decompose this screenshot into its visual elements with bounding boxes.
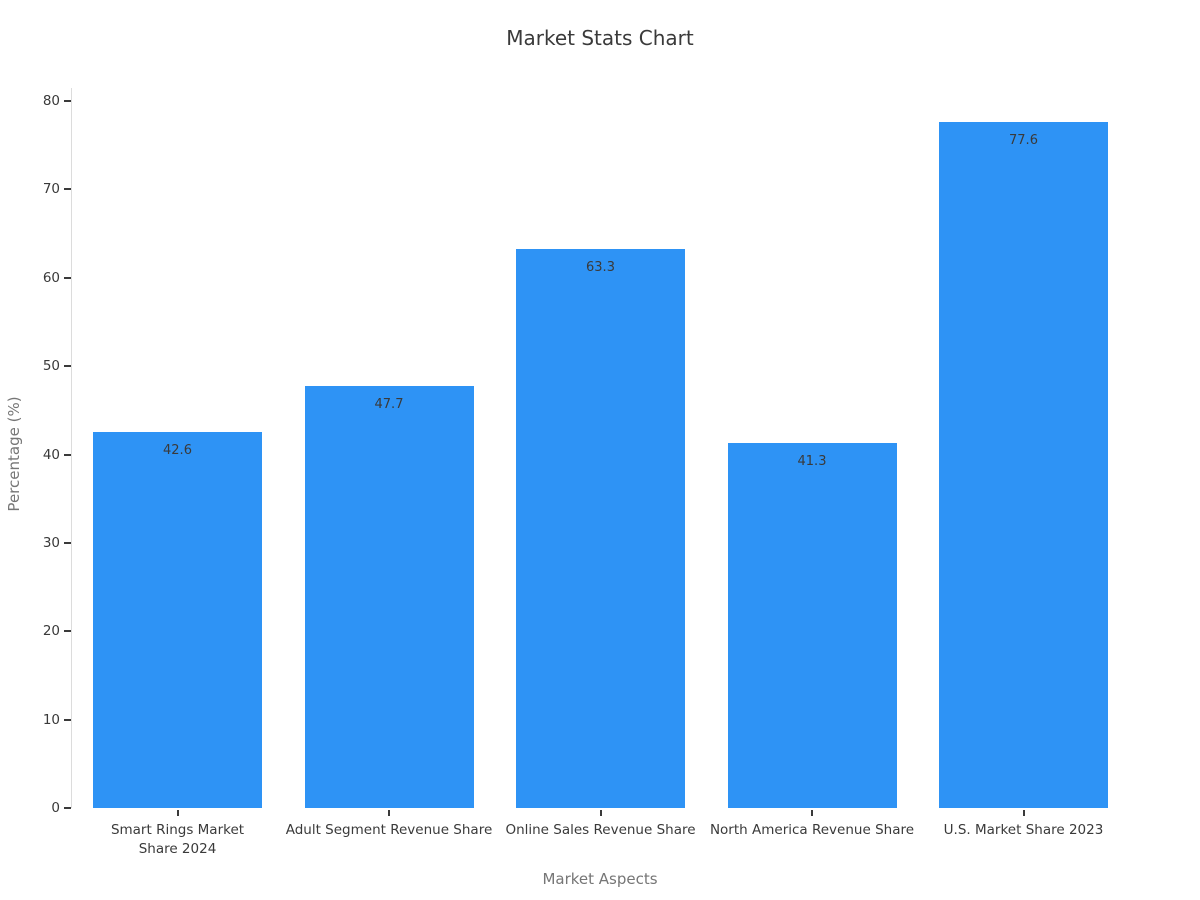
y-tick-label: 10 (42, 711, 60, 728)
y-tick-label: 50 (42, 358, 60, 375)
y-tick-label: 70 (42, 181, 60, 198)
bar[interactable] (304, 386, 474, 808)
x-tick-mark (811, 810, 813, 816)
x-tick-mark (1022, 810, 1025, 816)
y-tick-label: 60 (42, 269, 60, 286)
x-tick-label: U.S. Market Share 2023 (943, 822, 1104, 838)
y-tick-mark (64, 453, 71, 456)
x-tick-label: North America Revenue Share (709, 822, 915, 838)
bar[interactable] (939, 122, 1108, 808)
y-tick-mark (64, 541, 71, 544)
y-tick-mark (64, 276, 71, 279)
bar-value-label: 47.7 (374, 397, 404, 413)
y-tick-mark (64, 807, 71, 809)
x-tick-label: Online Sales Revenue Share (505, 822, 696, 838)
bar[interactable] (727, 443, 897, 808)
y-tick-mark (64, 100, 71, 102)
y-tick-label: 0 (51, 800, 60, 816)
y-tick-mark (64, 188, 71, 191)
x-tick-label: Adult Segment Revenue Share (285, 822, 493, 838)
bar-value-label: 41.3 (797, 454, 827, 469)
y-tick-label: 30 (42, 534, 60, 551)
bar-value-label: 42.6 (163, 442, 192, 458)
bar-value-label: 63.3 (586, 259, 615, 275)
bar-value-label: 77.6 (1009, 133, 1038, 149)
y-tick-label: 40 (42, 446, 60, 463)
bar[interactable] (516, 248, 685, 808)
x-tick-mark (388, 810, 390, 816)
y-tick-mark (64, 718, 71, 721)
y-tick-label: 20 (42, 623, 60, 640)
y-axis-line (71, 88, 72, 808)
y-tick-mark (64, 365, 71, 368)
x-tick-label: Smart Rings Market Share 2024 (110, 822, 245, 857)
chart-title: Market Stats Chart (506, 26, 694, 50)
bar[interactable] (93, 431, 262, 808)
y-tick-mark (64, 630, 71, 633)
x-tick-mark (176, 810, 179, 816)
x-tick-mark (599, 810, 602, 816)
x-axis-title: Market Aspects (542, 870, 658, 888)
y-tick-label: 80 (42, 93, 60, 109)
